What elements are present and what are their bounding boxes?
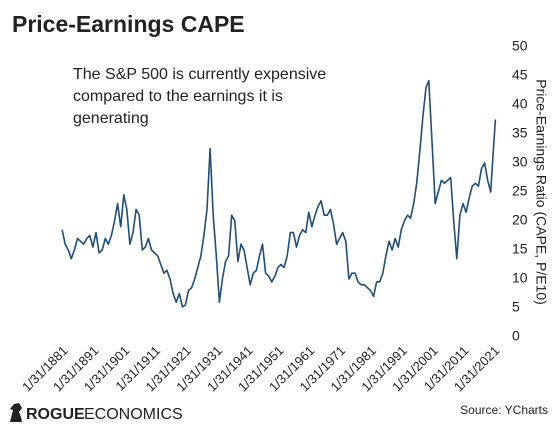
cape-line [61,79,497,308]
logo-text: ROGUE [26,406,85,423]
logo-text: ECONOMICS [84,406,183,423]
y-tick-label: 35 [512,125,528,141]
annotation: compared to the earnings it is [73,88,283,105]
y-tick-label: 0 [512,328,520,344]
y-tick-label: 15 [512,241,528,257]
y-tick-label: 40 [512,96,528,112]
y-tick-label: 45 [512,67,528,83]
y-tick-label: 20 [512,212,528,228]
annotation: generating [73,110,149,127]
logo-icon [10,403,22,422]
annotation: The S&P 500 is currently expensive [73,66,326,83]
y-tick-label: 25 [512,183,528,199]
y-axis-label: Price-Earnings Ratio (CAPE, P/E10) [533,79,549,305]
chart-title: Price-Earnings CAPE [12,11,245,37]
y-tick-label: 5 [512,299,520,315]
y-tick-label: 50 [512,38,528,54]
y-tick-label: 30 [512,154,528,170]
y-tick-label: 10 [512,270,528,286]
source: Source: YCharts [460,403,548,417]
